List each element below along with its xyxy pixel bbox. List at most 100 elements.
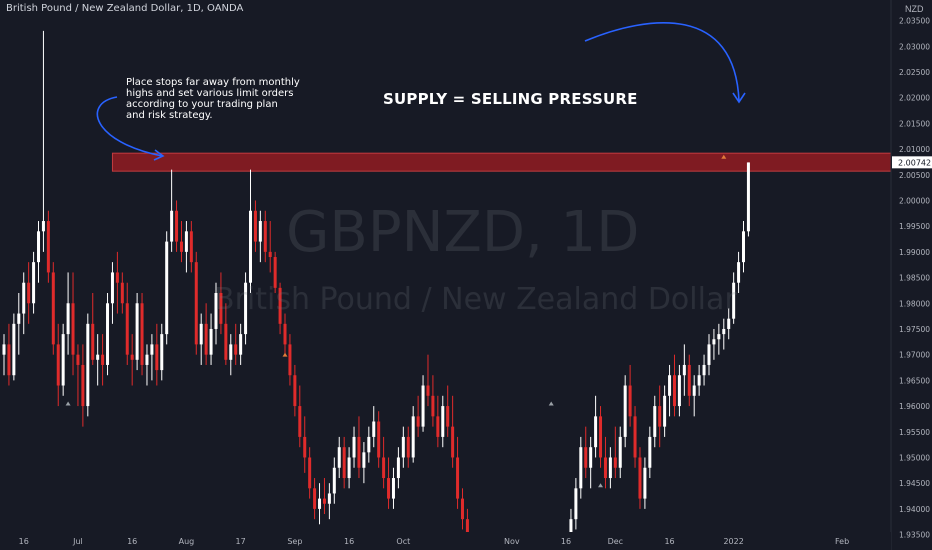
candle-body (76, 354, 80, 365)
candle-body (717, 334, 721, 340)
candle (599, 406, 603, 468)
candle-body (61, 334, 65, 386)
candle-body (648, 436, 652, 468)
candle-body (189, 231, 193, 263)
candle-body (263, 221, 267, 252)
candle-body (732, 282, 736, 319)
candle (579, 436, 583, 499)
candle (165, 231, 169, 345)
candle-body (342, 447, 346, 479)
candle-body (638, 457, 642, 499)
candle-body (367, 436, 371, 453)
candle (436, 395, 440, 448)
candle (633, 406, 637, 468)
candle (106, 292, 110, 376)
candle (194, 251, 198, 355)
candle (322, 478, 326, 515)
candle-body (451, 426, 455, 458)
time-axis[interactable]: 16 Jul 16 Aug 17 Sep 16 Oct Nov 16 Dec 16 2022 Feb (0, 532, 891, 550)
candle (687, 354, 691, 407)
candle (618, 426, 622, 479)
candle-body (599, 416, 603, 458)
candle-body (194, 262, 198, 345)
candle (46, 210, 50, 283)
candle-body (219, 292, 223, 324)
candle (145, 344, 149, 386)
candle-body (579, 447, 583, 489)
candle-body (101, 354, 105, 365)
candle (86, 313, 90, 417)
candle (406, 426, 410, 468)
price-tick-label: 1.95500 (899, 428, 930, 437)
candle (41, 30, 45, 252)
candle (224, 303, 228, 365)
symbol-title[interactable]: British Pound / New Zealand Dollar, 1D, … (6, 3, 244, 14)
candle (204, 303, 208, 365)
candle (638, 447, 642, 509)
candle-body (347, 457, 351, 479)
candle-body (7, 344, 11, 376)
candle-body (421, 385, 425, 427)
arrowhead-right-icon (732, 92, 746, 104)
candle-body (249, 210, 252, 283)
plot-area (2, 30, 907, 550)
candle-body (332, 467, 336, 494)
candle-body (27, 282, 31, 304)
candle (258, 210, 262, 263)
candle-body (313, 488, 317, 509)
candle-body (416, 416, 420, 427)
candle-body (584, 447, 588, 468)
candle (308, 447, 312, 499)
price-tick-label: 2.03000 (899, 42, 930, 51)
candle (702, 354, 706, 386)
candle (441, 395, 445, 448)
candle-body (623, 385, 627, 437)
candle (214, 282, 218, 345)
candle-body (574, 488, 578, 520)
candle (377, 411, 381, 468)
candle (155, 323, 159, 386)
candle (140, 292, 144, 376)
candle (613, 426, 617, 479)
candle (737, 251, 741, 293)
candle (746, 162, 750, 237)
candle-body (327, 493, 331, 504)
candle-body (81, 364, 85, 407)
candle-body (37, 231, 41, 263)
price-tick-label: 1.96500 (899, 376, 930, 385)
candle-body (687, 364, 691, 396)
candle-body (179, 241, 183, 252)
candle-body (460, 498, 464, 520)
candle-body (357, 436, 361, 468)
candle-body (150, 344, 154, 355)
time-tick-label: 17 (236, 537, 246, 546)
candle (668, 364, 672, 417)
candle (313, 478, 317, 520)
candle (584, 426, 588, 479)
candle-body (268, 251, 272, 258)
candle-body (288, 344, 292, 376)
candle-body (722, 328, 726, 335)
candle (658, 385, 662, 448)
candle (278, 282, 282, 335)
candle-body (362, 452, 366, 468)
candle (697, 364, 701, 396)
candle (110, 262, 114, 324)
price-tick-label: 2.01500 (899, 119, 930, 128)
price-tick-label: 1.97500 (899, 325, 930, 334)
candle (189, 221, 193, 273)
candle-body (712, 339, 716, 345)
candle-body (130, 354, 134, 360)
candle (209, 313, 213, 365)
annotation-arrows (96, 22, 746, 161)
supply-zone[interactable] (111, 152, 907, 172)
time-tick-label: Sep (287, 537, 302, 546)
time-tick-label: 16 (127, 537, 137, 546)
candle (76, 344, 80, 407)
price-axis[interactable]: 2.03500 2.03000 2.02500 2.02000 2.01500 2.010… (890, 0, 932, 550)
candle (263, 210, 267, 263)
candle (229, 334, 233, 376)
candle (71, 272, 75, 376)
candle-body (2, 344, 6, 355)
candle (253, 200, 257, 252)
